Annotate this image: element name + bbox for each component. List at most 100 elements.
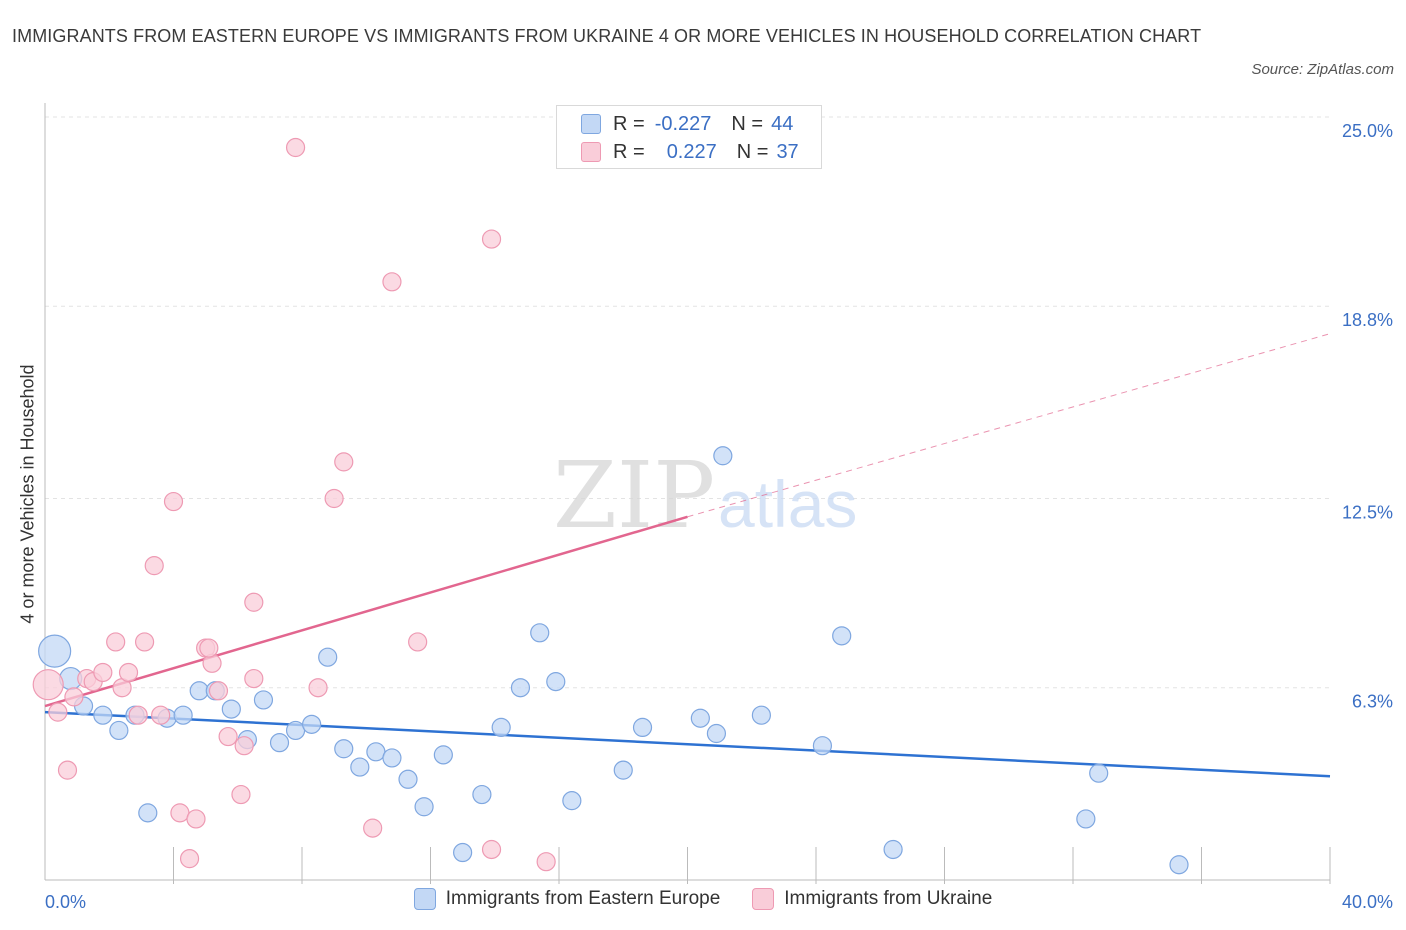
legend-r-value: 0.227: [666, 140, 717, 163]
data-point-ukraine: [151, 705, 171, 725]
data-point-ukraine: [128, 705, 148, 725]
data-point-ukraine: [57, 760, 78, 780]
legend-item-label: Immigrants from Ukraine: [784, 888, 993, 909]
data-point-eastern-europe: [433, 745, 453, 765]
data-point-ukraine: [64, 687, 84, 707]
legend-item-ukraine: Immigrants from Ukraine: [752, 888, 992, 910]
data-point-ukraine: [179, 849, 200, 869]
data-point-ukraine: [199, 638, 219, 658]
data-point-ukraine: [170, 803, 190, 823]
data-point-eastern-europe: [93, 705, 113, 725]
legend-r-label: R =: [613, 140, 645, 163]
data-point-eastern-europe: [632, 717, 653, 738]
legend-n-value: 44: [771, 112, 794, 135]
data-point-eastern-europe: [414, 797, 434, 817]
data-point-ukraine: [324, 488, 344, 509]
data-point-eastern-europe: [832, 626, 852, 646]
data-point-ukraine: [106, 632, 126, 652]
data-point-eastern-europe: [398, 769, 418, 789]
data-point-eastern-europe: [1169, 855, 1189, 875]
data-point-eastern-europe: [173, 705, 193, 725]
tick-labels: 6.3% 12.5% 18.8% 25.0% 0.0% 40.0%: [45, 121, 1393, 912]
x-tick-label: 40.0%: [1342, 892, 1393, 912]
axes: [44, 103, 1331, 884]
data-point-ukraine: [382, 272, 402, 292]
legend-r-value: -0.227: [654, 112, 712, 135]
data-point-eastern-europe: [510, 678, 531, 698]
data-point-eastern-europe: [253, 690, 274, 710]
trend-line-eastern-europe: [44, 710, 1331, 778]
data-point-ukraine: [481, 229, 502, 249]
data-point-ukraine: [118, 662, 139, 683]
data-point-ukraine: [244, 592, 264, 612]
data-point-ukraine: [363, 818, 383, 838]
data-point-ukraine: [285, 137, 306, 158]
data-point-eastern-europe: [472, 784, 492, 805]
data-point-eastern-europe: [1076, 809, 1096, 829]
x-tick-label: 0.0%: [45, 892, 86, 912]
data-point-eastern-europe: [690, 708, 710, 728]
data-point-eastern-europe: [613, 760, 633, 780]
data-point-eastern-europe: [546, 672, 566, 692]
y-tick-label: 6.3%: [1352, 692, 1393, 712]
legend-row-ukraine: R = 0.227 N = 37: [581, 139, 799, 165]
trend-lines: [44, 333, 1331, 778]
grid-lines: [45, 116, 1330, 689]
legend-n-label: N =: [731, 112, 764, 135]
data-point-eastern-europe: [812, 736, 833, 756]
data-point-eastern-europe: [269, 733, 290, 753]
trend-line-ukraine-extension: [687, 333, 1331, 518]
data-point-ukraine: [186, 809, 206, 829]
data-point-eastern-europe: [883, 839, 903, 860]
data-point-eastern-europe: [491, 717, 511, 738]
data-point-eastern-europe: [285, 720, 306, 741]
legend-item-eastern-europe: Immigrants from Eastern Europe: [413, 888, 721, 910]
data-points: [32, 137, 1189, 875]
data-point-ukraine: [93, 662, 113, 683]
legend-n-label: N =: [736, 140, 769, 163]
legend-swatch-pink: [581, 142, 601, 162]
data-point-eastern-europe: [1089, 763, 1109, 783]
legend-row-eastern-europe: R = -0.227 N = 44: [581, 111, 793, 137]
data-point-eastern-europe: [713, 446, 733, 466]
data-point-eastern-europe: [366, 742, 386, 762]
data-point-eastern-europe: [706, 723, 727, 744]
watermark-atlas: atlas: [718, 467, 857, 541]
data-point-eastern-europe: [751, 705, 771, 725]
correlation-legend: R = -0.227 N = 44 R = 0.227 N = 37: [556, 105, 822, 169]
data-point-eastern-europe: [350, 757, 370, 777]
data-point-ukraine: [144, 556, 164, 576]
data-point-ukraine: [481, 839, 502, 860]
data-point-ukraine: [244, 668, 264, 689]
data-point-eastern-europe: [334, 739, 354, 759]
chart-title: IMMIGRANTS FROM EASTERN EUROPE VS IMMIGR…: [12, 26, 1202, 46]
source-label: Source: ZipAtlas.com: [1251, 61, 1394, 78]
data-point-eastern-europe: [221, 699, 241, 719]
data-point-eastern-europe: [453, 842, 473, 863]
data-point-ukraine: [134, 632, 155, 652]
y-tick-label: 12.5%: [1342, 503, 1393, 523]
data-point-ukraine: [163, 491, 184, 512]
legend-swatch-blue: [581, 114, 601, 134]
trend-line-ukraine: [44, 515, 688, 708]
y-tick-label: 25.0%: [1342, 121, 1393, 141]
data-point-ukraine: [536, 852, 556, 872]
data-point-eastern-europe: [562, 791, 582, 811]
legend-swatch-pink: [752, 888, 775, 910]
watermark: ZIP atlas: [553, 442, 857, 549]
data-point-eastern-europe: [382, 748, 402, 768]
legend-swatch-blue: [413, 888, 436, 910]
data-point-ukraine: [408, 632, 428, 652]
data-point-ukraine: [48, 702, 68, 722]
data-point-eastern-europe: [138, 803, 158, 823]
legend-n-value: 37: [776, 140, 799, 163]
legend-item-label: Immigrants from Eastern Europe: [445, 888, 721, 909]
data-point-ukraine: [208, 681, 229, 701]
data-point-eastern-europe: [318, 647, 338, 667]
data-point-ukraine: [308, 678, 328, 698]
data-point-eastern-europe: [38, 634, 72, 668]
y-axis-label: 4 or more Vehicles in Household: [17, 364, 38, 624]
data-point-eastern-europe: [189, 681, 209, 701]
data-point-ukraine: [234, 736, 254, 756]
